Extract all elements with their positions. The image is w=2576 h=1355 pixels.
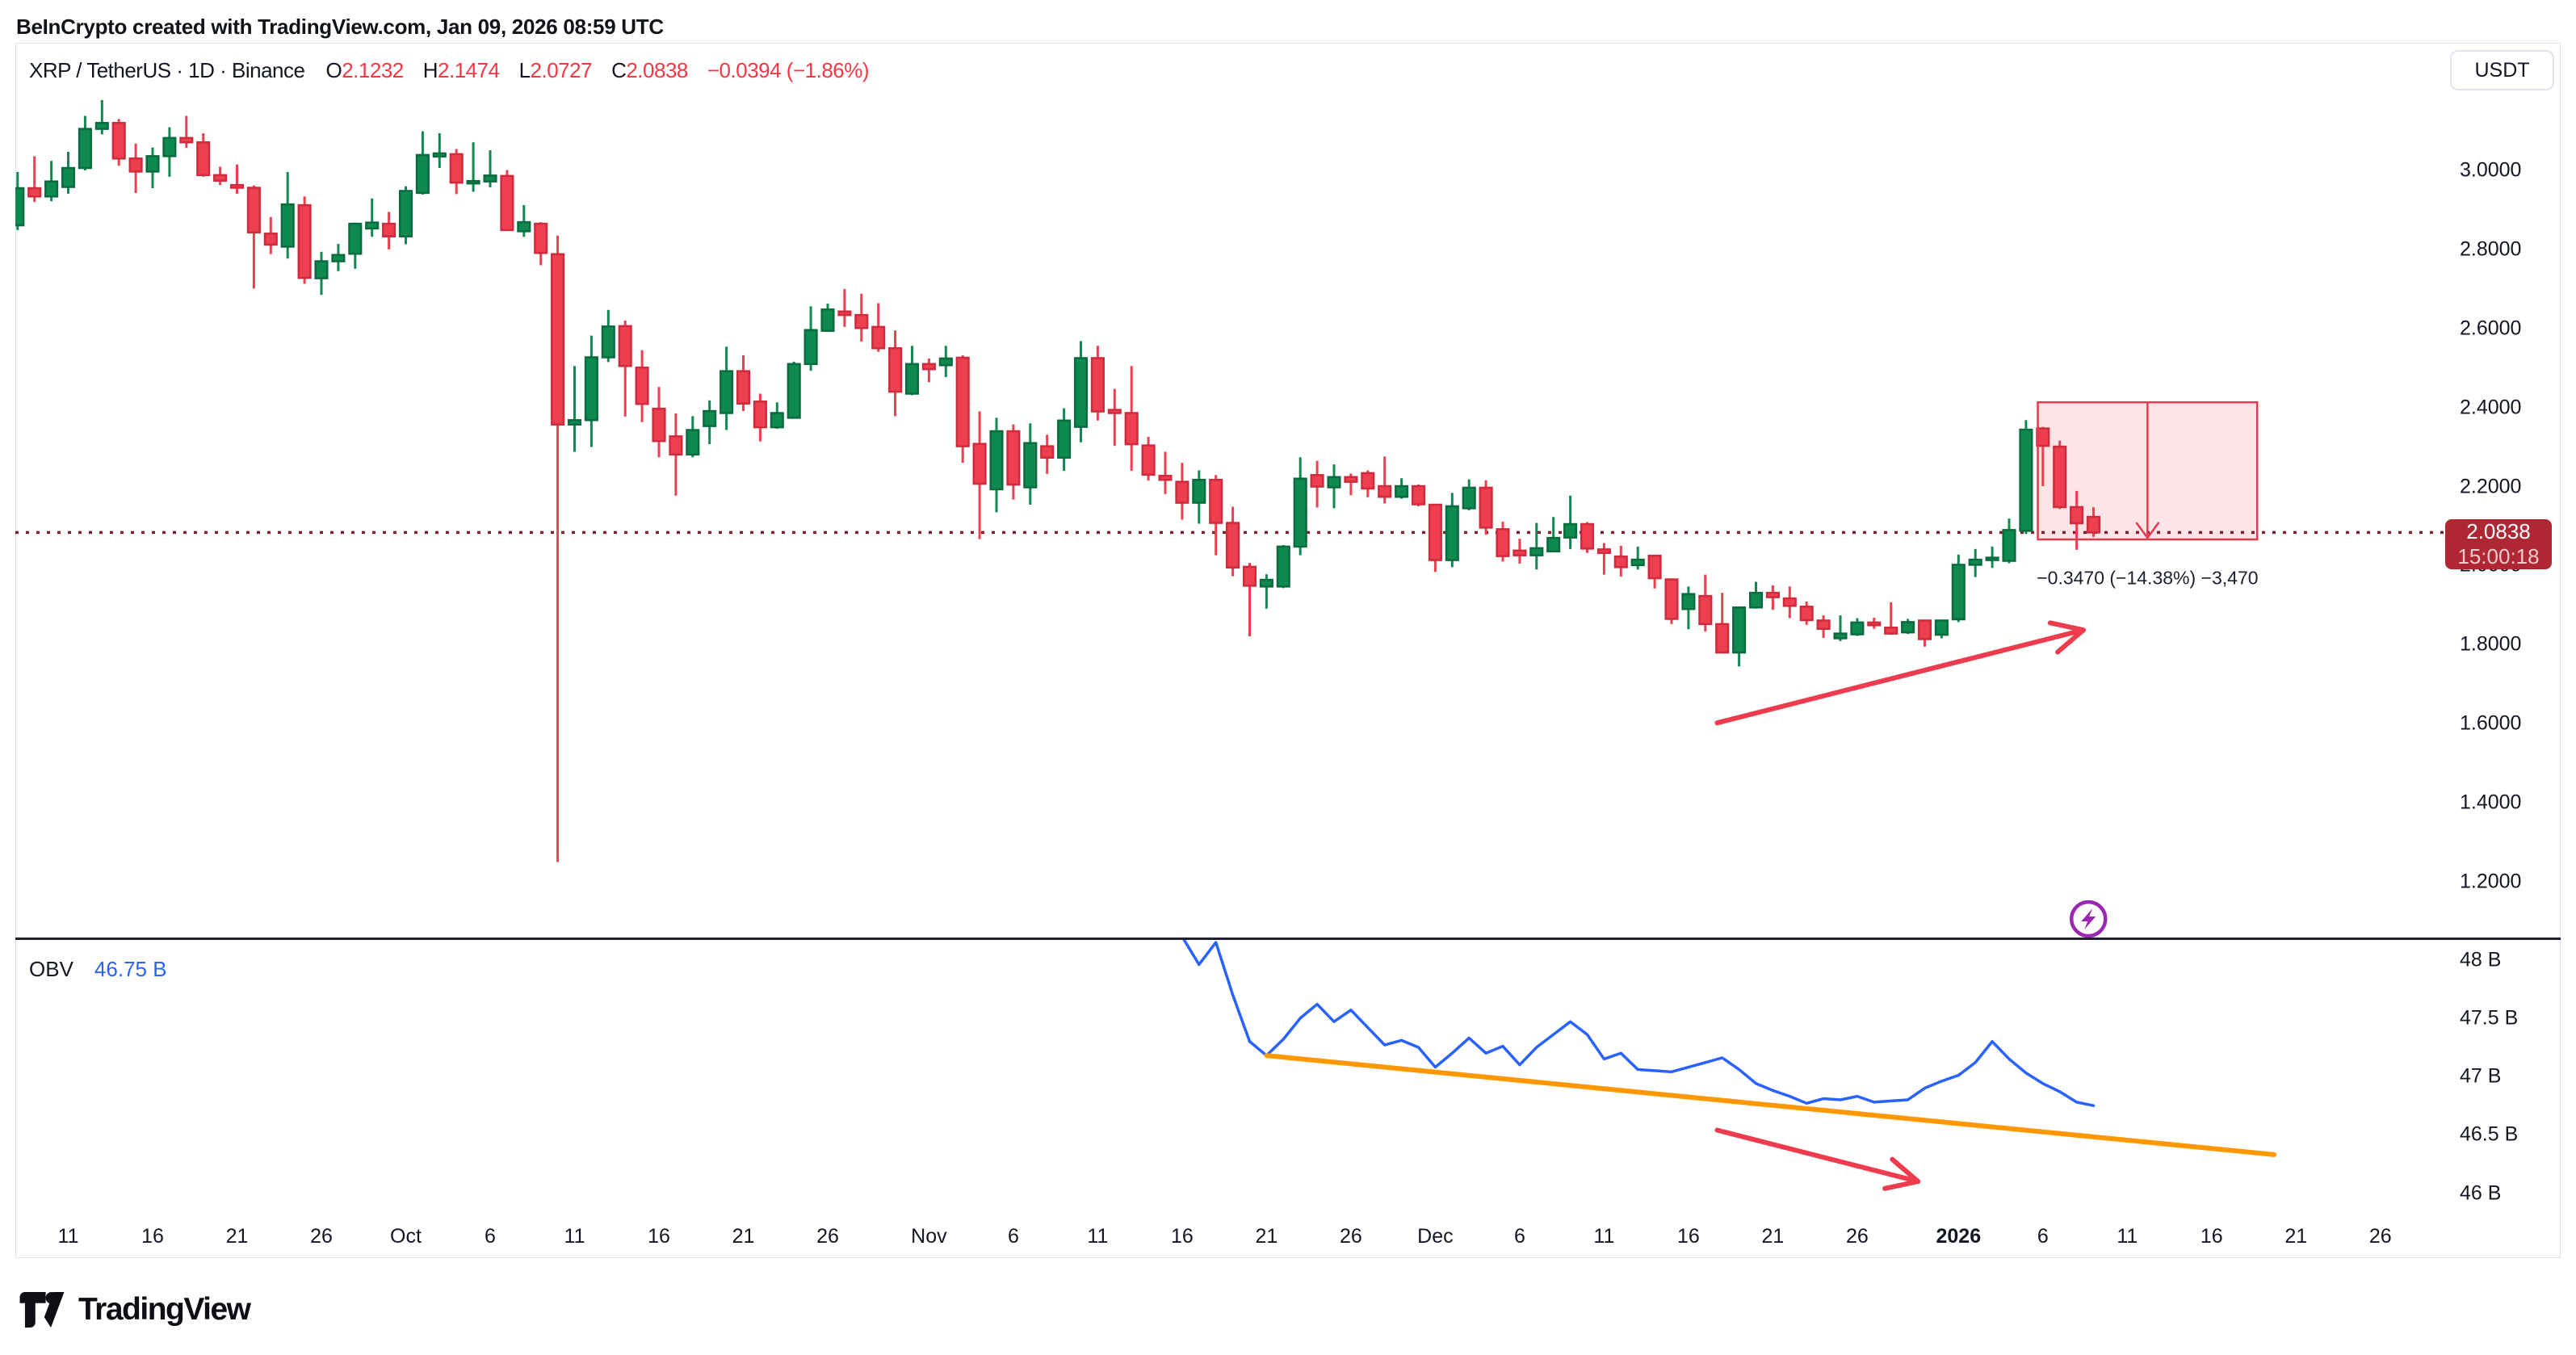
time-tick-label: 26 (1339, 1225, 1362, 1248)
price-tick-label: 2.8000 (2460, 237, 2522, 261)
price-tick-label: 2.4000 (2460, 396, 2522, 419)
pane-separator[interactable] (15, 938, 2561, 940)
time-tick-label: 11 (57, 1225, 79, 1248)
tradingview-logo-text: TradingView (78, 1292, 251, 1327)
time-tick-label: 16 (2200, 1225, 2223, 1248)
obv-name: OBV (29, 957, 73, 981)
price-pane[interactable] (12, 99, 2448, 938)
price-tick-label: 1.2000 (2460, 870, 2522, 893)
time-tick-label: 16 (1170, 1225, 1194, 1248)
measure-tool-label: −0.3470 (−14.38%) −3,470 (2037, 567, 2259, 589)
time-tick-label: 6 (485, 1225, 496, 1248)
price-tick-label: 1.8000 (2460, 632, 2522, 656)
obv-tick-label: 47 B (2460, 1064, 2502, 1088)
ohlc-item-h: H2.1474 (422, 57, 500, 82)
tradingview-logo[interactable]: TradingView (19, 1290, 251, 1329)
time-tick-label: 11 (2117, 1225, 2138, 1248)
time-tick-label: 26 (310, 1225, 333, 1248)
ohlc-values: O2.1232 H2.1474 L2.0727 C2.0838 (325, 58, 707, 83)
obv-value: 46.75 B (94, 957, 167, 981)
time-tick-label: 6 (1513, 1225, 1525, 1248)
price-tick-label: 2.2000 (2460, 475, 2522, 498)
last-price-value: 2.0838 (2466, 519, 2531, 543)
tradingview-logo-icon (19, 1292, 65, 1328)
time-tick-label: 6 (2037, 1225, 2049, 1248)
ohlc-item-l: L2.0727 (518, 57, 593, 82)
lightning-icon[interactable] (2069, 900, 2108, 938)
chart-frame (15, 43, 2561, 1258)
time-tick-label: Dec (1417, 1225, 1454, 1248)
time-tick-label: 11 (1087, 1225, 1109, 1248)
time-tick-label: 26 (1845, 1225, 1869, 1248)
ohlc-item-o: O2.1232 (325, 57, 404, 82)
symbol-legend[interactable]: XRP / TetherUS · 1D · Binance O2.1232 H2.… (29, 57, 870, 84)
obv-trendline[interactable] (1264, 1053, 2277, 1157)
time-tick-label: 11 (564, 1225, 585, 1248)
change-value: −0.0394 (−1.86%) (707, 57, 870, 82)
price-tick-label: 1.4000 (2460, 791, 2522, 814)
price-tick-label: 1.6000 (2460, 711, 2522, 735)
ohlc-item-c: C2.0838 (611, 57, 688, 82)
time-tick-label: 16 (141, 1225, 164, 1248)
price-tick-label: 2.6000 (2460, 317, 2522, 340)
time-tick-label: 21 (1761, 1225, 1785, 1248)
obv-trend-arrow[interactable] (1714, 1127, 1921, 1191)
obv-pane[interactable] (1182, 937, 2277, 1191)
obv-tick-label: 48 B (2460, 948, 2502, 971)
time-tick-label: 16 (1676, 1225, 1700, 1248)
price-tick-label: 3.0000 (2460, 158, 2522, 182)
time-tick-label: 6 (1007, 1225, 1019, 1248)
time-tick-label: 21 (225, 1225, 249, 1248)
obv-tick-label: 46 B (2460, 1181, 2502, 1204)
time-tick-label: 21 (2284, 1225, 2308, 1248)
time-tick-label: 21 (1255, 1225, 1278, 1248)
obv-legend[interactable]: OBV 46.75 B (29, 957, 167, 982)
time-tick-label: Oct (390, 1225, 422, 1248)
obv-tick-label: 47.5 B (2460, 1006, 2519, 1030)
obv-line (1182, 940, 2096, 1107)
time-tick-label: 11 (1593, 1225, 1615, 1248)
time-tick-label: 2026 (1936, 1225, 1982, 1248)
bar-countdown: 15:00:18 (2457, 544, 2540, 568)
obv-tick-label: 46.5 B (2460, 1122, 2519, 1146)
time-tick-label: 26 (2368, 1225, 2392, 1248)
time-tick-label: Nov (911, 1225, 947, 1248)
last-price-badge[interactable]: 2.0838 15:00:18 (2445, 519, 2552, 569)
currency-toggle[interactable]: USDT (2450, 50, 2554, 90)
symbol-title[interactable]: XRP / TetherUS · 1D · Binance (29, 57, 305, 82)
time-tick-label: 26 (816, 1225, 839, 1248)
price-trend-arrow[interactable] (1714, 620, 2086, 726)
credit-line: BeInCrypto created with TradingView.com,… (16, 15, 664, 39)
time-tick-label: 16 (648, 1225, 670, 1248)
time-tick-label: 21 (732, 1225, 755, 1248)
